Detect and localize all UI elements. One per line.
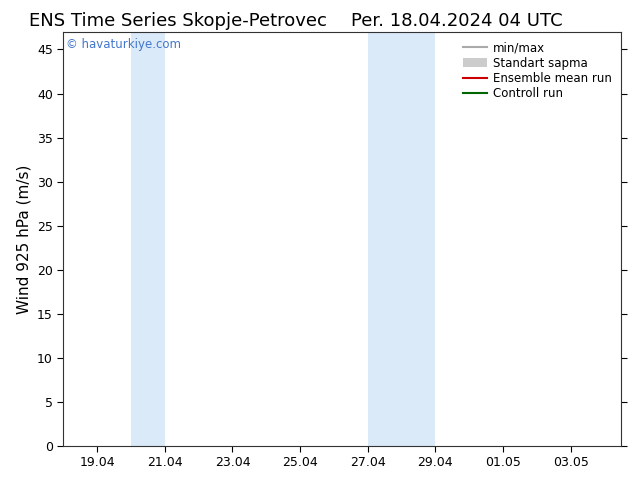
Bar (368, 32, 436, 446)
Legend: min/max, Standart sapma, Ensemble mean run, Controll run: min/max, Standart sapma, Ensemble mean r… (460, 38, 616, 104)
Y-axis label: Wind 925 hPa (m/s): Wind 925 hPa (m/s) (16, 164, 32, 314)
Text: ENS Time Series Skopje-Petrovec: ENS Time Series Skopje-Petrovec (29, 12, 327, 30)
Bar (131, 32, 165, 446)
Text: Per. 18.04.2024 04 UTC: Per. 18.04.2024 04 UTC (351, 12, 562, 30)
Text: © havaturkiye.com: © havaturkiye.com (66, 38, 181, 51)
